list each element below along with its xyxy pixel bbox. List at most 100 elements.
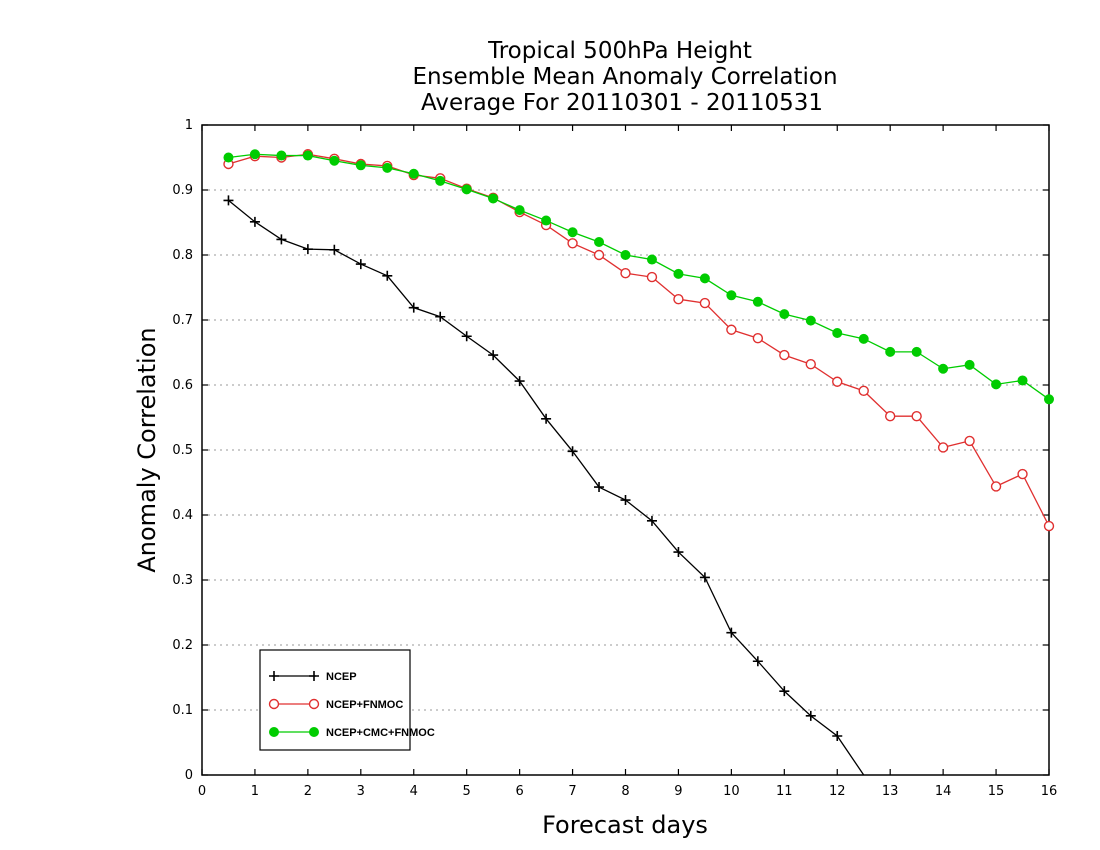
data-point <box>752 296 763 307</box>
data-point <box>620 268 631 279</box>
y-tick-label: 0.7 <box>172 313 193 328</box>
data-point <box>593 249 605 261</box>
data-point <box>223 152 234 163</box>
x-tick-label: 1 <box>251 784 259 799</box>
data-point <box>726 627 737 638</box>
data-point <box>884 411 896 422</box>
data-point <box>268 698 280 710</box>
data-point <box>309 727 319 737</box>
y-tick-label: 0.8 <box>172 248 193 263</box>
data-point <box>911 346 922 357</box>
data-point <box>435 175 446 186</box>
y-tick-label: 0.2 <box>172 638 193 653</box>
x-tick-label: 8 <box>621 784 629 799</box>
data-point <box>911 411 922 422</box>
data-point <box>673 268 684 279</box>
data-point <box>646 254 657 265</box>
gridlines <box>202 189 1049 711</box>
data-point <box>461 331 472 342</box>
data-point <box>726 290 737 301</box>
data-point <box>567 238 578 249</box>
chart-title-line-1: Tropical 500hPa Height <box>487 38 752 64</box>
data-point <box>1017 468 1028 480</box>
data-point <box>435 311 446 322</box>
legend-box <box>259 649 411 751</box>
data-point <box>329 155 340 166</box>
y-tick-label: 0.1 <box>172 703 193 718</box>
y-tick-label: 0 <box>185 768 193 783</box>
y-tick-label: 0.9 <box>172 183 193 198</box>
data-point <box>832 328 843 338</box>
data-point <box>488 350 499 361</box>
series-ncep <box>223 195 865 775</box>
data-point <box>1043 520 1055 532</box>
y-tick-label: 0.5 <box>172 443 193 458</box>
legend-label: NCEP+FNMOC <box>326 699 403 711</box>
series-line <box>228 153 1050 400</box>
data-point <box>276 234 287 245</box>
series-group <box>223 149 1055 775</box>
data-point <box>276 150 287 161</box>
data-point <box>302 244 313 255</box>
data-point <box>408 302 419 313</box>
x-tick-label: 7 <box>568 784 576 799</box>
axes: 00.10.20.30.40.50.60.70.80.910 1 2 3 4 5 6 7 8 9 1… <box>172 118 1057 799</box>
data-point <box>408 168 419 179</box>
legend-entry: NCEP+CMC+FNMOC <box>269 727 435 739</box>
x-tick-label: 15 <box>988 784 1005 799</box>
data-point <box>329 244 340 255</box>
data-point <box>302 150 313 161</box>
x-tick-label: 9 <box>674 784 682 799</box>
data-point <box>567 227 578 238</box>
data-point <box>885 346 896 357</box>
data-point <box>990 481 1002 492</box>
data-point <box>858 385 869 397</box>
x-tick-label: 4 <box>410 784 418 799</box>
data-point <box>488 193 499 204</box>
x-tick-label: 11 <box>776 784 793 799</box>
x-tick-label: 5 <box>463 784 471 799</box>
data-point <box>779 309 790 320</box>
data-point <box>858 333 869 344</box>
data-point <box>699 297 711 309</box>
y-tick-label: 0.3 <box>172 573 193 588</box>
legend-label: NCEP <box>326 671 357 683</box>
chart-title-line-2: Ensemble Mean Anomaly Correlation <box>412 64 837 90</box>
data-point <box>541 215 552 226</box>
data-point <box>964 359 975 370</box>
data-point <box>937 442 949 453</box>
data-point <box>308 698 320 710</box>
data-point <box>805 710 816 721</box>
data-point <box>673 294 684 305</box>
data-point <box>382 162 393 173</box>
data-point <box>249 216 260 227</box>
legend-entry: NCEP <box>269 671 357 683</box>
data-point <box>514 205 525 216</box>
x-tick-label: 3 <box>357 784 365 799</box>
data-point <box>1017 375 1028 386</box>
data-point <box>620 495 631 506</box>
data-point <box>991 379 1002 390</box>
data-point <box>938 363 949 374</box>
series-ncep-cmc-fnmoc <box>223 149 1054 405</box>
x-tick-label: 16 <box>1041 784 1058 799</box>
data-point <box>832 731 843 741</box>
y-tick-label: 1 <box>185 118 193 133</box>
legend: NCEP NCEP+FNMOC NCEP+CMC+FNMOC <box>259 649 435 751</box>
data-point <box>594 482 605 493</box>
data-point <box>541 413 552 424</box>
y-tick-label: 0.4 <box>172 508 193 523</box>
data-point <box>726 324 737 335</box>
data-point <box>355 160 366 171</box>
legend-entry: NCEP+FNMOC <box>268 698 403 711</box>
data-point <box>646 515 657 526</box>
legend-label: NCEP+CMC+FNMOC <box>326 727 435 739</box>
data-point <box>699 572 710 583</box>
data-point <box>779 349 790 361</box>
chart-title-line-3: Average For 20110301 - 20110531 <box>421 90 823 116</box>
series-ncep-fnmoc <box>223 149 1055 532</box>
data-point <box>1044 394 1054 405</box>
data-point <box>805 359 816 370</box>
series-line <box>228 153 1050 527</box>
data-point <box>461 184 472 195</box>
